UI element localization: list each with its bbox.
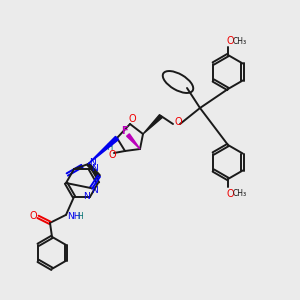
- Text: CH₃: CH₃: [233, 37, 247, 46]
- Text: O: O: [108, 150, 116, 160]
- Polygon shape: [127, 134, 140, 149]
- Text: CH₃: CH₃: [233, 190, 247, 199]
- Text: N: N: [91, 164, 98, 172]
- Polygon shape: [88, 136, 118, 164]
- Text: H: H: [77, 212, 83, 221]
- Text: O: O: [128, 114, 136, 124]
- Text: N: N: [82, 192, 89, 201]
- Text: NH: NH: [67, 212, 80, 221]
- Text: O: O: [226, 36, 234, 46]
- Text: N: N: [92, 186, 98, 195]
- Text: O: O: [226, 189, 234, 199]
- Text: O: O: [29, 211, 37, 221]
- Text: F: F: [121, 126, 127, 136]
- Text: H: H: [106, 142, 112, 152]
- Polygon shape: [143, 115, 162, 134]
- Text: N: N: [88, 158, 95, 166]
- Text: O: O: [174, 117, 182, 127]
